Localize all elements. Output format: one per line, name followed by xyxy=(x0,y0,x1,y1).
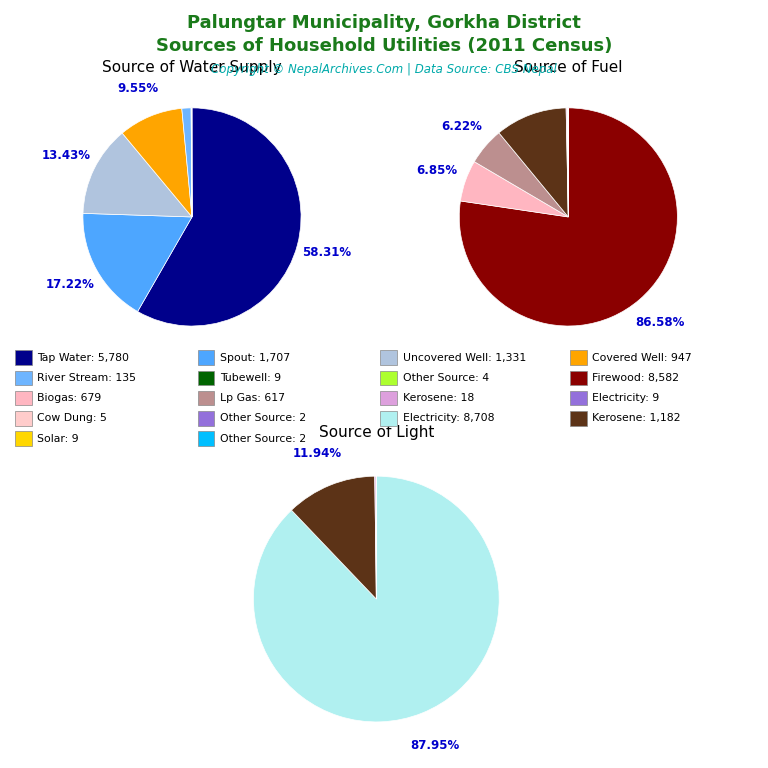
Text: 0.09%: 0.09% xyxy=(0,767,1,768)
Text: 0.02%: 0.02% xyxy=(0,767,1,768)
Text: 6.85%: 6.85% xyxy=(416,164,457,177)
Text: River Stream: 135: River Stream: 135 xyxy=(38,373,137,383)
Text: Biogas: 679: Biogas: 679 xyxy=(38,393,101,403)
Wedge shape xyxy=(253,476,499,722)
Text: Uncovered Well: 1,331: Uncovered Well: 1,331 xyxy=(402,353,526,362)
Bar xyxy=(570,350,587,365)
Text: 58.31%: 58.31% xyxy=(303,247,352,260)
Text: Electricity: 9: Electricity: 9 xyxy=(592,393,660,403)
Wedge shape xyxy=(83,133,192,217)
Text: Solar: 9: Solar: 9 xyxy=(38,434,79,444)
Text: 0.09%: 0.09% xyxy=(0,767,1,768)
Text: Copyright © NepalArchives.Com | Data Source: CBS Nepal: Copyright © NepalArchives.Com | Data Sou… xyxy=(211,63,557,76)
Bar xyxy=(380,411,396,425)
Bar xyxy=(380,391,396,406)
Text: 11.94%: 11.94% xyxy=(293,447,342,460)
Bar xyxy=(570,371,587,386)
Bar xyxy=(15,432,31,446)
Bar xyxy=(197,350,214,365)
Text: Kerosene: 18: Kerosene: 18 xyxy=(402,393,474,403)
Text: 6.22%: 6.22% xyxy=(442,120,482,133)
Text: 17.22%: 17.22% xyxy=(45,278,94,291)
Bar xyxy=(197,432,214,446)
Wedge shape xyxy=(122,108,192,217)
Title: Source of Fuel: Source of Fuel xyxy=(514,61,623,75)
Text: 0.04%: 0.04% xyxy=(0,767,1,768)
Wedge shape xyxy=(191,108,192,217)
Text: Tap Water: 5,780: Tap Water: 5,780 xyxy=(38,353,130,362)
Bar xyxy=(380,371,396,386)
Text: 13.43%: 13.43% xyxy=(42,149,91,162)
Bar xyxy=(380,350,396,365)
Text: Sources of Household Utilities (2011 Census): Sources of Household Utilities (2011 Cen… xyxy=(156,37,612,55)
Wedge shape xyxy=(461,162,568,217)
Bar xyxy=(197,391,214,406)
Title: Source of Water Supply: Source of Water Supply xyxy=(102,61,282,75)
Bar xyxy=(197,371,214,386)
Bar xyxy=(15,391,31,406)
Text: 0.09%: 0.09% xyxy=(0,767,1,768)
Bar xyxy=(15,350,31,365)
Text: Cow Dung: 5: Cow Dung: 5 xyxy=(38,413,108,423)
Text: Other Source: 2: Other Source: 2 xyxy=(220,413,306,423)
Text: 0.02%: 0.02% xyxy=(0,767,1,768)
Text: Lp Gas: 617: Lp Gas: 617 xyxy=(220,393,285,403)
Text: Tubewell: 9: Tubewell: 9 xyxy=(220,373,281,383)
Text: 0.05%: 0.05% xyxy=(0,767,1,768)
Text: 0.02%: 0.02% xyxy=(0,767,1,768)
Wedge shape xyxy=(83,214,192,312)
Wedge shape xyxy=(137,108,301,326)
Text: 86.58%: 86.58% xyxy=(635,316,684,329)
Bar xyxy=(570,411,587,425)
Bar xyxy=(15,411,31,425)
Wedge shape xyxy=(499,108,568,217)
Text: 87.95%: 87.95% xyxy=(410,739,459,752)
Text: Palungtar Municipality, Gorkha District: Palungtar Municipality, Gorkha District xyxy=(187,14,581,31)
Wedge shape xyxy=(375,476,376,599)
Wedge shape xyxy=(459,108,677,326)
Text: Other Source: 2: Other Source: 2 xyxy=(220,434,306,444)
Text: Electricity: 8,708: Electricity: 8,708 xyxy=(402,413,494,423)
Bar xyxy=(15,371,31,386)
Bar xyxy=(197,411,214,425)
Wedge shape xyxy=(475,133,568,217)
Text: 1.36%: 1.36% xyxy=(0,767,1,768)
Text: 9.55%: 9.55% xyxy=(118,81,159,94)
Wedge shape xyxy=(566,108,568,217)
Text: 0.18%: 0.18% xyxy=(0,767,1,768)
Title: Source of Light: Source of Light xyxy=(319,425,434,440)
Bar xyxy=(570,391,587,406)
Text: Other Source: 4: Other Source: 4 xyxy=(402,373,488,383)
Wedge shape xyxy=(292,476,376,599)
Text: Spout: 1,707: Spout: 1,707 xyxy=(220,353,290,362)
Wedge shape xyxy=(182,108,192,217)
Text: Covered Well: 947: Covered Well: 947 xyxy=(592,353,692,362)
Text: Firewood: 8,582: Firewood: 8,582 xyxy=(592,373,680,383)
Text: Kerosene: 1,182: Kerosene: 1,182 xyxy=(592,413,681,423)
